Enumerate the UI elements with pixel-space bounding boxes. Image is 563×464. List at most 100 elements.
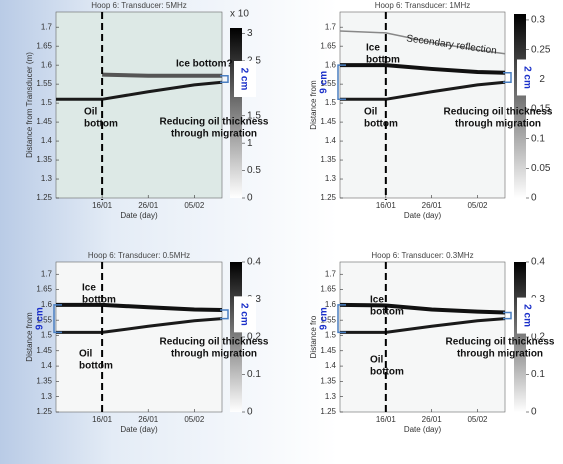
y-tick-label: 1.35 (36, 155, 52, 164)
colorbar-tick-label: 0.1 (247, 369, 261, 380)
bracket-label: 9 cm (319, 307, 330, 330)
bracket (337, 304, 346, 334)
panel-title: Hoop 6: Transducer: 0.5MHz (88, 251, 190, 260)
y-tick-label: 1.4 (325, 136, 337, 145)
y-tick-label: 1.65 (320, 285, 336, 294)
annotation: bottom (370, 367, 404, 378)
reflection-line (56, 317, 223, 334)
reflection-line (340, 317, 506, 334)
y-tick-label: 1.4 (41, 361, 53, 370)
panel-title: Hoop 6: Transducer: 0.3MHz (371, 251, 473, 260)
y-tick-label: 1.55 (36, 79, 52, 88)
y-tick-label: 1.35 (320, 376, 336, 385)
y-tick-label: 1.55 (320, 315, 336, 324)
y-tick-label: 1.35 (36, 376, 52, 385)
reflection-line (102, 72, 222, 78)
y-tick-label: 1.45 (36, 346, 52, 355)
y-tick-label: 1.65 (36, 285, 52, 294)
annotation: through migration (171, 349, 257, 360)
colorbar-tick-label: 0 (247, 193, 253, 204)
annotation: bottom (84, 119, 118, 130)
panel-title: Hoop 6: Transducer: 5MHz (91, 1, 187, 10)
reflection-line (339, 30, 506, 55)
bracket (220, 309, 229, 320)
annotation: Oil (364, 107, 378, 118)
annotation: Oil (370, 355, 384, 366)
y-tick-label: 1.5 (41, 98, 53, 107)
y-tick-label: 1.25 (320, 193, 336, 202)
colorbar-tick-label: 0.1 (531, 133, 545, 144)
y-tick-label: 1.4 (41, 136, 53, 145)
y-tick-label: 1.55 (320, 79, 336, 88)
y-tick-label: 1.5 (325, 98, 337, 107)
colorbar-tick-label: 0.1 (531, 369, 545, 380)
bracket-box (234, 60, 256, 97)
x-axis-label: Date (day) (120, 211, 158, 220)
bracket-label: 2 cm (521, 304, 532, 327)
annotation: bottom (364, 119, 398, 130)
x-axis-label: Date (day) (404, 211, 442, 220)
x-axis-label: Date (day) (120, 425, 158, 434)
y-tick-label: 1.45 (320, 117, 336, 126)
reflection-line (56, 80, 223, 101)
annotation: Reducing oil thickness (160, 337, 269, 348)
x-tick-label: 26/01 (422, 415, 443, 424)
annotation: through migration (457, 349, 543, 360)
annotation: Oil (84, 107, 98, 118)
heatmap-background (55, 11, 223, 199)
x-tick-label: 05/02 (184, 415, 205, 424)
heatmap-background (339, 261, 506, 413)
heatmap-background (339, 11, 506, 199)
annotation: Ice (82, 283, 96, 294)
annotation: bottom (370, 307, 404, 318)
colorbar-tick-label: 0 (531, 407, 537, 418)
bracket-box (517, 59, 539, 96)
y-axis-label: Distance from (25, 312, 34, 362)
y-tick-label: 1.5 (41, 331, 53, 340)
x-tick-label: 26/01 (138, 415, 159, 424)
y-tick-label: 1.25 (36, 193, 52, 202)
colorbar-tick-label: 0 (247, 407, 253, 418)
y-tick-label: 1.3 (325, 392, 337, 401)
colorbar (230, 28, 242, 198)
annotation: Ice (366, 43, 380, 54)
colorbar-tick-label: 0 (531, 193, 537, 204)
annotation: Ice bottom? (176, 59, 233, 70)
colorbar-tick-label: 0.25 (531, 44, 551, 55)
y-axis-label: Distance from Transducer (m) (25, 52, 34, 158)
bracket-box (234, 296, 256, 333)
colorbar-tick-label: 1 (247, 138, 253, 149)
x-tick-label: 16/01 (376, 201, 397, 210)
annotation: bottom (366, 55, 400, 66)
x-tick-label: 05/02 (467, 201, 488, 210)
colorbar-tick-label: 0.4 (247, 257, 261, 268)
annotation: Reducing oil thickness (446, 337, 555, 348)
bracket (503, 71, 512, 83)
y-tick-label: 1.6 (325, 300, 337, 309)
annotation: bottom (82, 295, 116, 306)
heatmap-background (55, 261, 223, 413)
y-tick-label: 1.7 (325, 22, 337, 31)
bracket-label: 9 cm (319, 71, 330, 94)
bracket (337, 64, 346, 101)
x-tick-label: 16/01 (92, 415, 113, 424)
y-tick-label: 1.45 (320, 346, 336, 355)
x-tick-label: 26/01 (422, 201, 443, 210)
y-tick-label: 1.7 (325, 269, 337, 278)
colorbar-tick-label: 0.3 (531, 15, 545, 26)
reflection-line (340, 63, 506, 75)
colorbar-tick-label: 1.5 (247, 110, 261, 121)
y-axis-label: Distance from (309, 80, 318, 130)
annotation: Reducing oil thickness (444, 107, 553, 118)
y-tick-label: 1.35 (320, 155, 336, 164)
bracket-label: 2 cm (238, 68, 249, 91)
annotation: through migration (455, 119, 541, 130)
y-tick-label: 1.65 (36, 41, 52, 50)
annotation: through migration (171, 129, 257, 140)
x-tick-label: 16/01 (92, 201, 113, 210)
colorbar-tick-label: 0.2 (531, 332, 545, 343)
annotation: Oil (79, 349, 93, 360)
colorbar-tick-label: 0.2 (247, 332, 261, 343)
panel-title: Hoop 6: Transducer: 1MHz (375, 1, 471, 10)
reflection-line (340, 80, 506, 101)
